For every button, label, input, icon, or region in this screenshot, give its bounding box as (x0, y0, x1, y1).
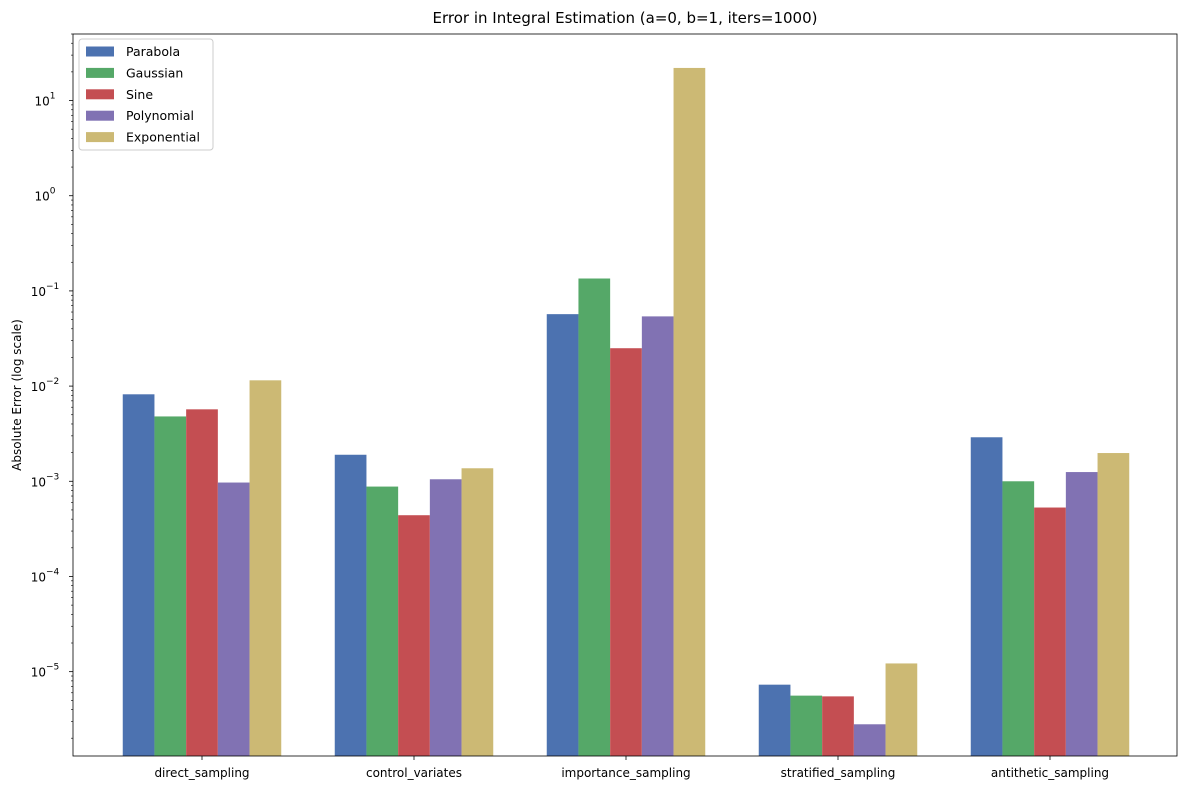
legend-swatch-polynomial (86, 110, 114, 121)
y-tick-label: 100 (34, 187, 55, 204)
bar-gaussian-importance_sampling (578, 278, 611, 756)
legend-label-parabola: Parabola (126, 44, 180, 59)
bar-gaussian-antithetic_sampling (1002, 481, 1035, 756)
bar-sine-antithetic_sampling (1034, 507, 1066, 756)
x-tick-label: importance_sampling (561, 766, 690, 780)
y-tick-label: 10−5 (31, 663, 60, 680)
bar-polynomial-stratified_sampling (853, 724, 886, 756)
bar-polynomial-antithetic_sampling (1065, 472, 1098, 756)
legend-label-polynomial: Polynomial (126, 108, 194, 123)
y-axis-label: Absolute Error (log scale) (10, 319, 24, 471)
y-tick-label: 10−3 (31, 472, 60, 489)
bar-gaussian-direct_sampling (154, 416, 187, 756)
x-tick-label: direct_sampling (154, 766, 249, 780)
bar-polynomial-importance_sampling (641, 316, 674, 756)
x-tick-label: antithetic_sampling (991, 766, 1109, 780)
bar-polynomial-direct_sampling (217, 482, 250, 756)
axes-layer: direct_sampling control_variates importanc… (31, 33, 1178, 780)
bar-sine-control_variates (398, 515, 430, 756)
legend: Parabola Gaussian Sine Polynomial Exponentia… (78, 38, 214, 151)
bar-sine-stratified_sampling (822, 696, 854, 756)
bar-parabola-antithetic_sampling (970, 437, 1003, 756)
bar-exponential-importance_sampling (673, 67, 706, 756)
bars-layer (122, 67, 1130, 756)
legend-swatch-gaussian (86, 67, 114, 78)
legend-box (78, 38, 214, 151)
bar-polynomial-control_variates (429, 479, 462, 756)
x-tick-label: control_variates (366, 766, 462, 780)
bar-parabola-control_variates (334, 454, 367, 756)
bar-gaussian-stratified_sampling (790, 695, 823, 756)
legend-label-gaussian: Gaussian (126, 65, 183, 80)
bar-parabola-stratified_sampling (758, 684, 791, 756)
y-tick-label: 101 (34, 92, 55, 109)
x-tick-label: stratified_sampling (781, 766, 896, 780)
legend-swatch-parabola (86, 46, 114, 57)
bar-gaussian-control_variates (366, 486, 399, 756)
plot-frame (72, 33, 1178, 757)
y-tick-label: 10−4 (31, 567, 60, 584)
bar-parabola-direct_sampling (122, 394, 155, 756)
bar-sine-importance_sampling (610, 348, 642, 756)
chart-title: Error in Integral Estimation (a=0, b=1, … (433, 9, 818, 27)
bar-parabola-importance_sampling (546, 314, 579, 756)
y-tick-label: 10−1 (31, 282, 60, 299)
bar-exponential-control_variates (461, 468, 494, 756)
bar-sine-direct_sampling (186, 409, 218, 756)
legend-label-sine: Sine (126, 87, 153, 102)
bar-exponential-direct_sampling (249, 380, 282, 756)
bar-exponential-stratified_sampling (885, 663, 918, 756)
bar-exponential-antithetic_sampling (1097, 453, 1130, 756)
legend-swatch-sine (86, 89, 114, 100)
legend-label-exponential: Exponential (126, 130, 200, 145)
y-tick-label: 10−2 (31, 377, 60, 394)
legend-swatch-exponential (86, 132, 114, 143)
